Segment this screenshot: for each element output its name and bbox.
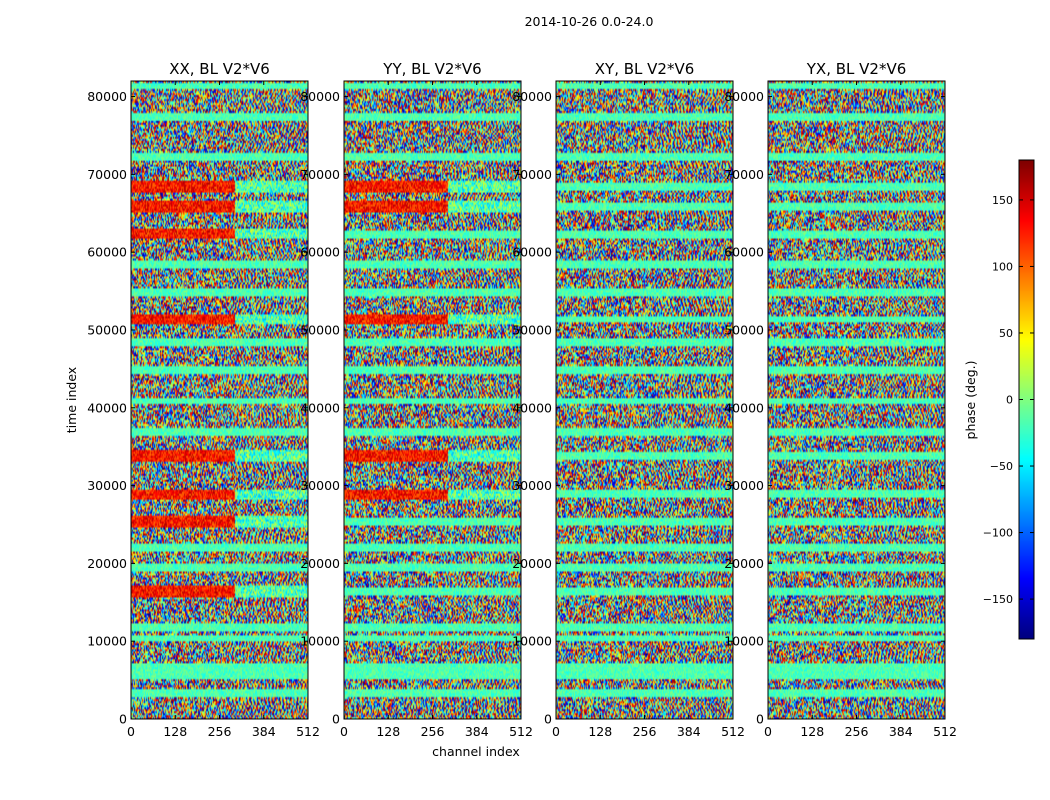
x-tick-label: 512	[721, 724, 745, 739]
y-tick-label: 80000	[512, 89, 552, 104]
y-tick-label: 50000	[512, 322, 552, 337]
y-tick-label: 10000	[724, 634, 764, 649]
colorbar-tick-label: −50	[990, 460, 1013, 473]
panel-yx: YX, BL V2*V6 0 128 256 384 512 0 10000 20000 3000…	[724, 60, 957, 739]
y-tick-label: 60000	[512, 245, 552, 260]
x-tick-label: 512	[933, 724, 957, 739]
x-tick-label: 0	[764, 724, 772, 739]
colorbar-gradient	[1019, 160, 1034, 639]
y-tick-label: 80000	[300, 89, 340, 104]
y-tick-label: 70000	[724, 167, 764, 182]
y-tick-label: 20000	[512, 556, 552, 571]
y-tick-label: 20000	[300, 556, 340, 571]
x-tick-label: 128	[376, 724, 400, 739]
colorbar-tick-label: −150	[983, 593, 1013, 606]
x-tick-label: 384	[465, 724, 489, 739]
y-tick-label: 0	[119, 712, 127, 727]
x-tick-label: 512	[509, 724, 533, 739]
y-tick-label: 40000	[512, 400, 552, 415]
y-tick-label: 50000	[87, 322, 127, 337]
y-tick-label: 70000	[87, 167, 127, 182]
heatmap-yx	[768, 81, 945, 719]
colorbar-tick-label: −100	[983, 527, 1013, 540]
y-tick-label: 30000	[512, 478, 552, 493]
colorbar-tick-label: 50	[999, 327, 1013, 340]
colorbar-label: phase (deg.)	[963, 361, 978, 440]
figure-suptitle: 2014-10-26 0.0-24.0	[525, 14, 654, 29]
x-tick-label: 384	[252, 724, 276, 739]
panel-yy: YY, BL V2*V6 0 128 256 384 512 0 10000 20000 3000…	[300, 60, 533, 739]
y-tick-label: 10000	[300, 634, 340, 649]
x-tick-label: 128	[800, 724, 824, 739]
y-tick-label: 60000	[724, 245, 764, 260]
panel-title: YY, BL V2*V6	[382, 60, 481, 78]
y-tick-label: 60000	[87, 245, 127, 260]
panel-xy: XY, BL V2*V6 0 128 256 384 512 0 10000 20000 3000…	[512, 60, 745, 739]
x-tick-label: 256	[845, 724, 869, 739]
y-tick-label: 80000	[724, 89, 764, 104]
y-tick-label: 20000	[87, 556, 127, 571]
x-tick-label: 128	[588, 724, 612, 739]
panel-title: YX, BL V2*V6	[806, 60, 907, 78]
y-tick-label: 10000	[87, 634, 127, 649]
y-tick-label: 20000	[724, 556, 764, 571]
x-tick-label: 128	[163, 724, 187, 739]
heatmap-xx	[131, 81, 308, 719]
y-tick-label: 30000	[724, 478, 764, 493]
colorbar-tick-label: 150	[992, 194, 1013, 207]
y-tick-label: 30000	[87, 478, 127, 493]
y-tick-label: 70000	[300, 167, 340, 182]
x-tick-label: 0	[340, 724, 348, 739]
y-tick-label: 50000	[300, 322, 340, 337]
x-tick-label: 384	[677, 724, 701, 739]
y-tick-label: 60000	[300, 245, 340, 260]
x-tick-label: 0	[552, 724, 560, 739]
y-tick-label: 0	[544, 712, 552, 727]
heatmap-xy	[556, 81, 733, 719]
x-tick-label: 384	[889, 724, 913, 739]
y-tick-label: 10000	[512, 634, 552, 649]
colorbar: −150 −100 −50 0 50 100 150 phase (deg.)	[963, 159, 1035, 640]
y-axis-label: time index	[64, 367, 79, 433]
y-tick-label: 30000	[300, 478, 340, 493]
heatmap-yy	[344, 81, 521, 719]
colorbar-tick-label: 0	[1006, 394, 1013, 407]
x-tick-label: 256	[421, 724, 445, 739]
y-tick-label: 0	[756, 712, 764, 727]
y-tick-label: 50000	[724, 322, 764, 337]
panel-xx: XX, BL V2*V6 0 128 256 384 512 0 10000 20000 3000…	[87, 60, 320, 739]
x-tick-label: 512	[296, 724, 320, 739]
colorbar-tick-label: 100	[992, 260, 1013, 273]
panel-title: XY, BL V2*V6	[595, 60, 695, 78]
x-axis-label: channel index	[432, 744, 520, 759]
y-tick-label: 40000	[300, 400, 340, 415]
y-tick-label: 40000	[724, 400, 764, 415]
y-tick-label: 80000	[87, 89, 127, 104]
panels-group: XX, BL V2*V6 0 128 256 384 512 0 10000 20000 3000…	[87, 60, 957, 739]
x-tick-label: 0	[127, 724, 135, 739]
x-tick-label: 256	[633, 724, 657, 739]
x-tick-label: 256	[208, 724, 232, 739]
panel-title: XX, BL V2*V6	[169, 60, 270, 78]
y-tick-label: 40000	[87, 400, 127, 415]
y-tick-label: 0	[332, 712, 340, 727]
y-tick-label: 70000	[512, 167, 552, 182]
